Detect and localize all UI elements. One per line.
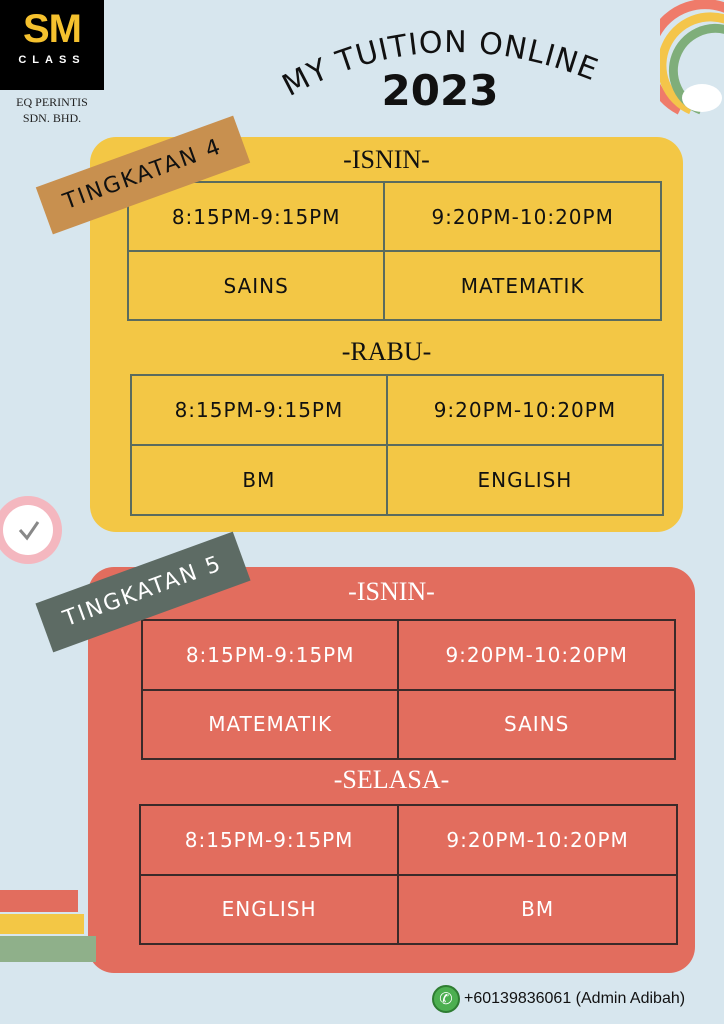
time-cell: 8:15PM-9:15PM [138, 804, 400, 876]
company-line1: EQ PERINTIS [16, 95, 88, 109]
subject-cell: SAINS [397, 688, 676, 760]
subject-cell: ENGLISH [385, 444, 665, 516]
subject-cell: BM [397, 873, 678, 945]
time-cell: 8:15PM-9:15PM [130, 374, 388, 446]
time-cell: 8:15PM-9:15PM [140, 619, 400, 691]
contact-phone[interactable]: ✆ +60139836061 (Admin Adibah) [432, 985, 685, 1013]
contact-text: +60139836061 (Admin Adibah) [464, 990, 686, 1007]
time-cell: 9:20PM-10:20PM [385, 374, 665, 446]
time-cell: 9:20PM-10:20PM [397, 804, 678, 876]
subject-cell: BM [130, 444, 388, 516]
subject-cell: MATEMATIK [140, 688, 400, 760]
title-arc: MY TUITION ONLINE [277, 25, 602, 104]
time-cell: 8:15PM-9:15PM [126, 181, 386, 252]
time-cell: 9:20PM-10:20PM [383, 181, 662, 252]
books-icon [0, 890, 96, 962]
tingkatan5-panel: -ISNIN- 8:15PM-9:15PM 9:20PM-10:20PM MATE… [88, 567, 695, 973]
title-year: 2023 [381, 66, 499, 115]
phone-icon: ✆ [432, 985, 460, 1013]
schedule-table: 8:15PM-9:15PM 9:20PM-10:20PM BM ENGLISH [130, 374, 665, 516]
schedule-table: 8:15PM-9:15PM 9:20PM-10:20PM SAINS MATEMAT… [126, 181, 662, 321]
day-heading: -RABU- [341, 337, 432, 366]
subject-cell: ENGLISH [138, 873, 400, 945]
company-line2: SDN. BHD. [22, 111, 82, 125]
time-cell: 9:20PM-10:20PM [397, 619, 676, 691]
rainbow-icon [660, 0, 724, 115]
day-heading: -SELASA- [333, 765, 450, 794]
subject-cell: MATEMATIK [383, 250, 662, 321]
schedule-table: 8:15PM-9:15PM 9:20PM-10:20PM ENGLISH BM [138, 804, 678, 945]
logo-main: SM [23, 7, 82, 51]
tingkatan4-panel: -ISNIN- 8:15PM-9:15PM 9:20PM-10:20PM SAIN… [90, 137, 683, 532]
day-heading: -ISNIN- [348, 577, 435, 606]
alarm-clock-icon [0, 496, 62, 564]
company-name: EQ PERINTIS SDN. BHD. [0, 94, 104, 126]
day-heading: -ISNIN- [343, 145, 430, 174]
schedule-table: 8:15PM-9:15PM 9:20PM-10:20PM MATEMATIK SAI… [140, 619, 676, 760]
subject-cell: SAINS [126, 250, 386, 321]
logo-sub: CLASS [18, 54, 86, 66]
sm-class-logo: SM CLASS [0, 0, 104, 90]
